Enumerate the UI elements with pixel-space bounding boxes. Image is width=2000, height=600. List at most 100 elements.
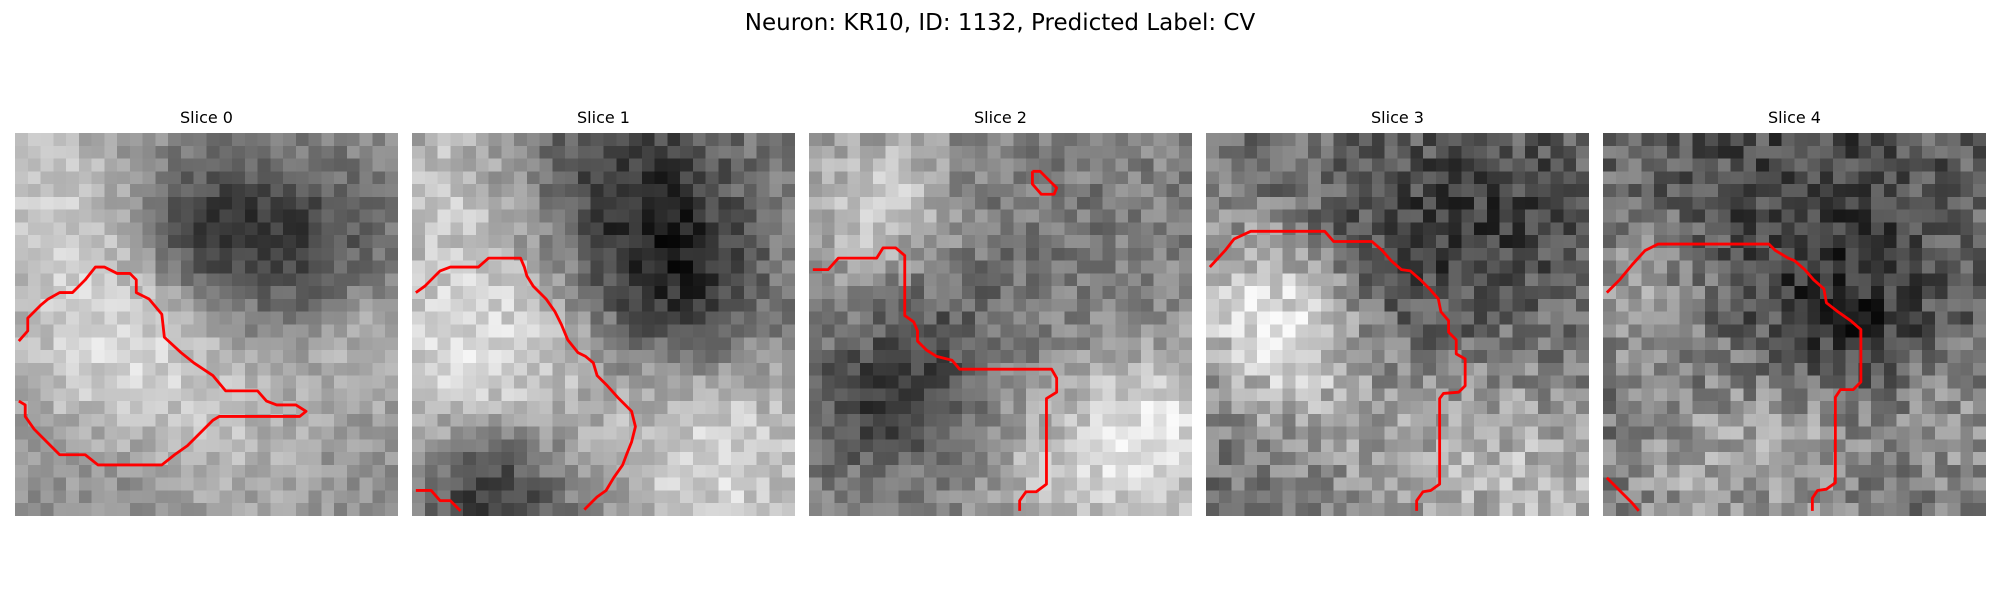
pixel-cell xyxy=(590,350,604,364)
pixel-cell xyxy=(821,337,835,351)
pixel-cell xyxy=(1026,388,1040,402)
pixel-cell xyxy=(629,350,643,364)
pixel-cell xyxy=(1858,247,1872,261)
pixel-cell xyxy=(1115,413,1129,427)
pixel-cell xyxy=(270,235,284,249)
pixel-cell xyxy=(1947,350,1961,364)
pixel-cell xyxy=(936,196,950,210)
pixel-cell xyxy=(450,311,464,325)
pixel-cell xyxy=(603,350,617,364)
pixel-cell xyxy=(1512,401,1526,415)
pixel-cell xyxy=(1973,158,1986,172)
pixel-cell xyxy=(219,311,233,325)
pixel-cell xyxy=(424,209,438,223)
pixel-cell xyxy=(1089,503,1103,516)
pixel-cell xyxy=(769,311,783,325)
pixel-cell xyxy=(1410,388,1424,402)
pixel-cell xyxy=(1845,375,1859,389)
pixel-cell xyxy=(769,133,783,147)
pixel-cell xyxy=(1474,452,1488,466)
pixel-cell xyxy=(1858,145,1872,159)
pixel-cell xyxy=(885,311,899,325)
pixel-cell xyxy=(974,311,988,325)
pixel-cell xyxy=(692,158,706,172)
pixel-cell xyxy=(1909,158,1923,172)
pixel-cell xyxy=(1679,350,1693,364)
pixel-cell xyxy=(1947,298,1961,312)
pixel-cell xyxy=(782,490,795,504)
pixel-cell xyxy=(1166,413,1180,427)
pixel-cell xyxy=(27,426,41,440)
pixel-cell xyxy=(1089,324,1103,338)
pixel-cell xyxy=(629,311,643,325)
pixel-cell xyxy=(1717,235,1731,249)
pixel-cell xyxy=(1038,311,1052,325)
pixel-cell xyxy=(629,375,643,389)
pixel-cell xyxy=(1820,235,1834,249)
pixel-cell xyxy=(53,133,67,147)
pixel-cell xyxy=(424,196,438,210)
pixel-cell xyxy=(1089,158,1103,172)
pixel-cell xyxy=(1064,260,1078,274)
pixel-cell xyxy=(437,388,451,402)
pixel-cell xyxy=(1308,171,1322,185)
pixel-cell xyxy=(1089,247,1103,261)
pixel-cell xyxy=(1576,145,1589,159)
pixel-cell xyxy=(1102,503,1116,516)
pixel-cell xyxy=(219,222,233,236)
pixel-cell xyxy=(1423,350,1437,364)
pixel-cell xyxy=(756,209,770,223)
pixel-cell xyxy=(1666,286,1680,300)
pixel-cell xyxy=(1486,209,1500,223)
pixel-cell xyxy=(1448,401,1462,415)
pixel-cell xyxy=(1909,337,1923,351)
pixel-cell xyxy=(1499,273,1513,287)
pixel-cell xyxy=(911,171,925,185)
pixel-cell xyxy=(372,452,386,466)
pixel-cell xyxy=(1654,247,1668,261)
pixel-cell xyxy=(424,337,438,351)
pixel-cell xyxy=(1960,350,1974,364)
pixel-cell xyxy=(949,235,963,249)
pixel-cell xyxy=(743,439,757,453)
pixel-cell xyxy=(66,426,80,440)
pixel-cell xyxy=(270,362,284,376)
pixel-cell xyxy=(1576,350,1589,364)
pixel-cell xyxy=(1768,375,1782,389)
pixel-cell xyxy=(1947,452,1961,466)
pixel-cell xyxy=(1641,477,1655,491)
pixel-cell xyxy=(1973,490,1986,504)
pixel-cell xyxy=(1628,222,1642,236)
pixel-cell xyxy=(1730,362,1744,376)
pixel-cell xyxy=(1486,171,1500,185)
pixel-cell xyxy=(1550,171,1564,185)
pixel-cell xyxy=(911,184,925,198)
pixel-cell xyxy=(1295,298,1309,312)
pixel-cell xyxy=(718,247,732,261)
pixel-cell xyxy=(424,222,438,236)
pixel-cell xyxy=(1537,375,1551,389)
pixel-cell xyxy=(117,375,131,389)
pixel-cell xyxy=(1000,158,1014,172)
pixel-cell xyxy=(283,222,297,236)
pixel-cell xyxy=(1295,324,1309,338)
pixel-cell xyxy=(1628,311,1642,325)
pixel-cell xyxy=(1641,209,1655,223)
pixel-cell xyxy=(987,439,1001,453)
pixel-cell xyxy=(1115,426,1129,440)
pixel-cell xyxy=(1666,184,1680,198)
pixel-cell xyxy=(27,375,41,389)
pixel-cell xyxy=(104,452,118,466)
pixel-cell xyxy=(1909,490,1923,504)
pixel-cell xyxy=(1525,401,1539,415)
pixel-cell xyxy=(1973,350,1986,364)
pixel-cell xyxy=(346,247,360,261)
pixel-cell xyxy=(1410,311,1424,325)
pixel-cell xyxy=(206,133,220,147)
pixel-cell xyxy=(424,477,438,491)
pixel-cell xyxy=(15,477,29,491)
pixel-cell xyxy=(629,209,643,223)
pixel-cell xyxy=(923,235,937,249)
pixel-cell xyxy=(1308,426,1322,440)
pixel-cell xyxy=(78,439,92,453)
